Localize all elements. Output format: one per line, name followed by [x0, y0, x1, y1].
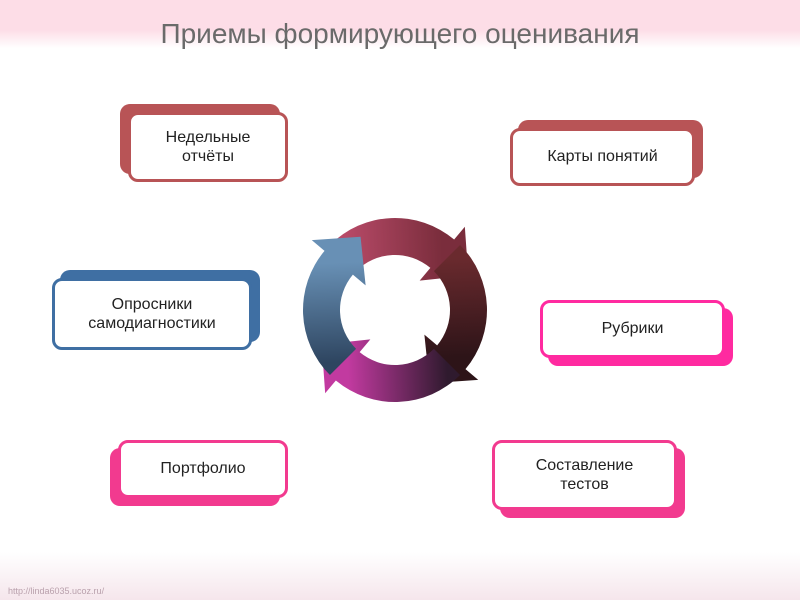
- box-label: Карты понятий: [510, 128, 695, 186]
- box-label: Опросникисамодиагностики: [52, 278, 252, 350]
- box-label: Недельныеотчёты: [128, 112, 288, 182]
- box-label: Рубрики: [540, 300, 725, 358]
- box-label: Портфолио: [118, 440, 288, 498]
- cycle-svg: [259, 174, 531, 446]
- box-weekly-reports: Недельныеотчёты: [128, 112, 288, 182]
- box-test-composition: Составлениетестов: [492, 440, 677, 510]
- slide: Приемы формирующего оценивания Недельные…: [0, 0, 800, 600]
- box-rubrics: Рубрики: [540, 300, 725, 358]
- box-label: Составлениетестов: [492, 440, 677, 510]
- cycle-diagram: [259, 174, 531, 446]
- footer-link: http://linda6035.ucoz.ru/: [8, 586, 104, 596]
- page-title: Приемы формирующего оценивания: [0, 18, 800, 50]
- box-portfolio: Портфолио: [118, 440, 288, 498]
- box-concept-maps: Карты понятий: [510, 128, 695, 186]
- box-self-diagnostic: Опросникисамодиагностики: [52, 278, 252, 350]
